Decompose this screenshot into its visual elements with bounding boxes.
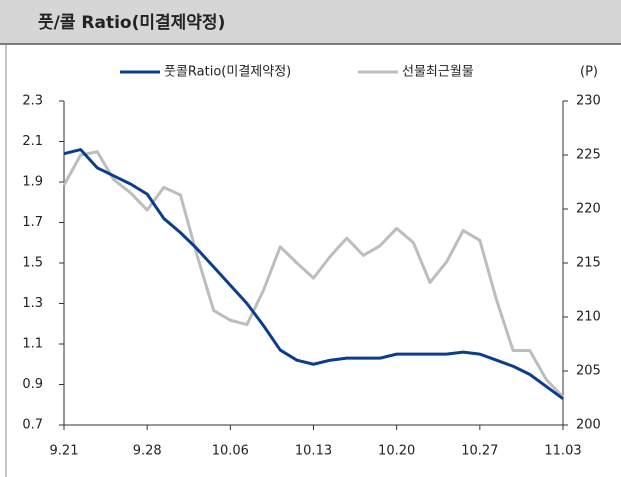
x-tick-label: 10.27 (461, 444, 498, 459)
legend-label: 풋콜Ratio(미결제약정) (164, 65, 291, 80)
chart-title: 풋/콜 Ratio(미결제약정) (38, 12, 225, 33)
y2-tick-label: 200 (576, 418, 601, 433)
series-line (62, 150, 565, 398)
y2-tick-label: 215 (576, 256, 601, 271)
x-tick-label: 9.21 (50, 444, 79, 459)
y-tick-label: 1.3 (22, 296, 43, 311)
y2-tick-label: 205 (576, 364, 601, 379)
y2-axis-label: (P) (580, 65, 598, 80)
x-tick-label: 11.03 (544, 444, 581, 459)
x-tick-label: 10.20 (378, 444, 415, 459)
y-tick-label: 1.7 (22, 215, 43, 230)
x-tick-label: 10.13 (295, 444, 332, 459)
y-tick-label: 2.1 (22, 134, 43, 149)
y2-tick-label: 225 (576, 148, 601, 163)
header-bar (0, 0, 621, 44)
y-tick-label: 0.7 (22, 418, 43, 433)
y-tick-label: 1.9 (22, 175, 43, 190)
x-tick-label: 10.06 (212, 444, 249, 459)
x-tick-label: 9.28 (133, 444, 162, 459)
series-line (63, 148, 564, 400)
y-tick-label: 0.9 (22, 377, 43, 392)
y-tick-label: 2.3 (22, 94, 43, 109)
y2-tick-label: 220 (576, 202, 601, 217)
y2-tick-label: 210 (576, 310, 601, 325)
y-tick-label: 1.1 (22, 337, 43, 352)
y-tick-label: 1.5 (22, 256, 43, 271)
y2-tick-label: 230 (576, 94, 601, 109)
legend-label: 선물최근월물 (402, 65, 474, 80)
